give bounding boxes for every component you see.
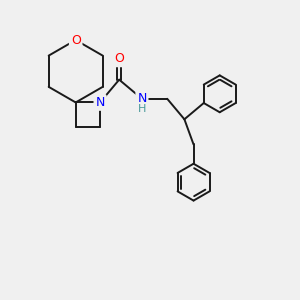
Text: O: O	[114, 52, 124, 65]
Text: N: N	[95, 96, 105, 109]
Text: H: H	[138, 104, 146, 114]
Text: N: N	[137, 92, 147, 105]
Text: O: O	[71, 34, 81, 46]
